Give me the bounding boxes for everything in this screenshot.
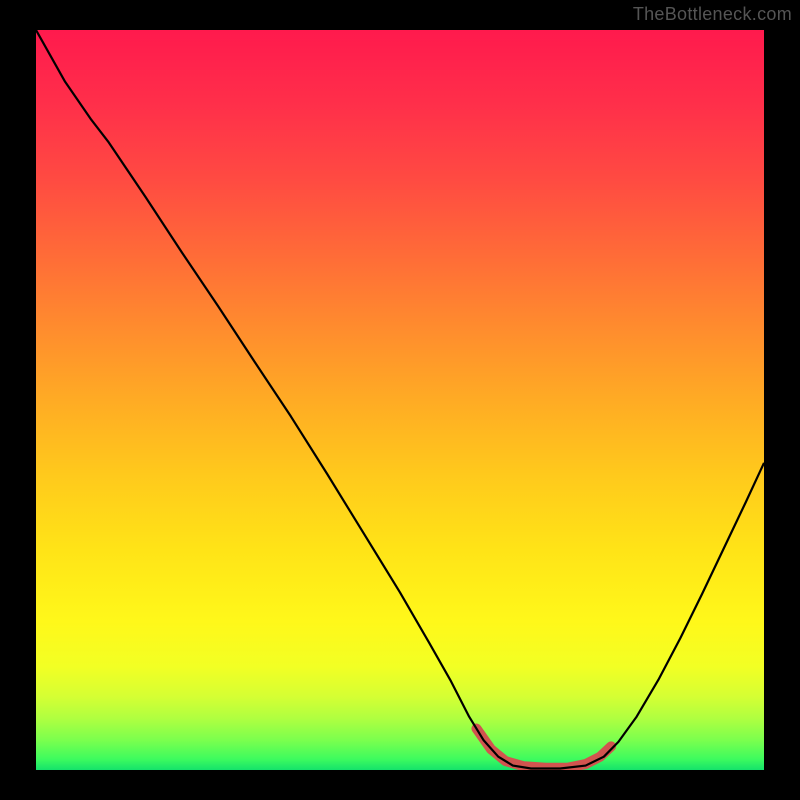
chart-root: TheBottleneck.com [0, 0, 800, 800]
plot-area [36, 30, 764, 770]
curve-layer [36, 30, 764, 770]
watermark-text: TheBottleneck.com [633, 4, 792, 25]
bottleneck-curve [36, 30, 764, 769]
